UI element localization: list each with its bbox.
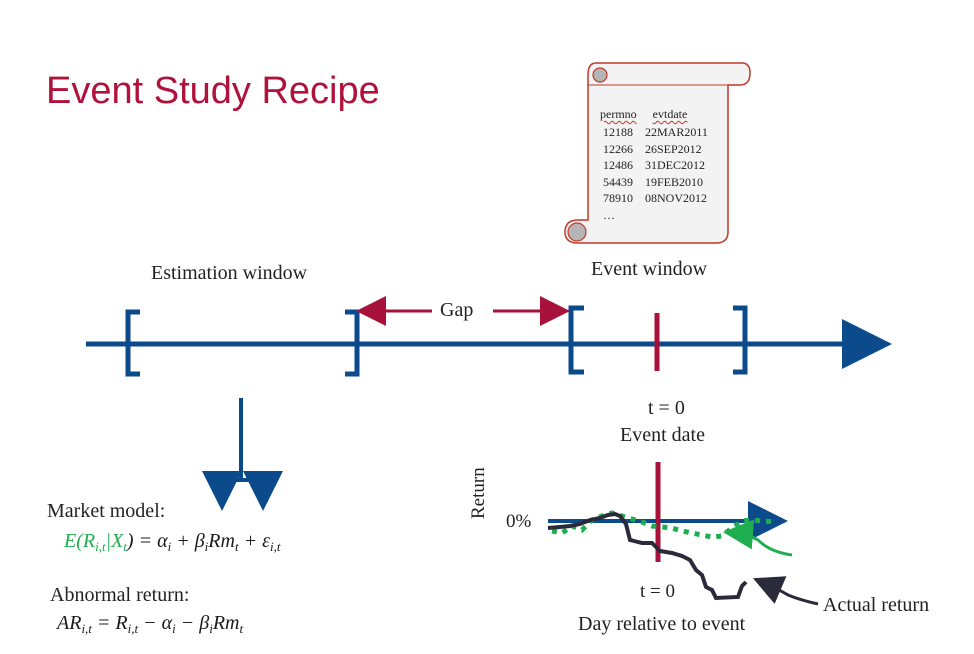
mini-chart-xlabel: Day relative to event: [578, 613, 746, 635]
mini-chart-zero-label: 0%: [506, 511, 532, 532]
scroll-icon: [564, 62, 751, 244]
green-pointer-arrow: [723, 519, 793, 557]
event-date-label: Event date: [620, 424, 705, 446]
estimation-close-bracket: [345, 309, 360, 377]
t0-label: t = 0: [648, 397, 685, 419]
event-window-label: Event window: [591, 258, 708, 280]
mini-chart-ylabel: Return: [468, 467, 489, 519]
market-model-equation: E(Ri,t|Xt) = αi + βiRmt + εi,t: [64, 530, 281, 554]
actual-return-label: Actual return: [823, 594, 930, 616]
scroll-row: 12486 31DEC2012: [603, 158, 705, 172]
page-title: Event Study Recipe: [46, 70, 380, 112]
scroll-row: 12188 22MAR2011: [603, 125, 708, 139]
mini-chart: [547, 462, 819, 606]
scroll-header-permno: permno: [600, 107, 637, 121]
event-open-bracket: [568, 305, 584, 375]
scroll-row: 78910 08NOV2012: [603, 191, 707, 205]
scroll-header-evtdate: evtdate: [652, 107, 688, 121]
mini-chart-t0-label: t = 0: [640, 581, 675, 602]
abnormal-return-label: Abnormal return:: [50, 584, 190, 606]
scroll-rows: 12188 22MAR2011 12266 26SEP2012 12486 31DEC…: [603, 124, 708, 223]
actual-return-line: [547, 511, 748, 601]
scroll-ellipsis: …: [603, 207, 615, 222]
scroll-header: permno evtdate: [600, 107, 687, 122]
abnormal-return-equation: ARi,t = Ri,t − αi − βiRmt: [57, 612, 244, 636]
estimation-window-label: Estimation window: [151, 262, 308, 284]
scroll-row: 12266 26SEP2012: [603, 141, 702, 156]
scroll-row: 54439 19FEB2010: [603, 174, 704, 189]
dark-pointer-arrow: [752, 576, 819, 606]
estimation-open-bracket: [125, 309, 140, 377]
market-model-label: Market model:: [47, 500, 166, 522]
estimation-fork-arrow: [202, 398, 283, 511]
gap-label: Gap: [440, 299, 474, 321]
event-close-bracket: [733, 305, 748, 375]
